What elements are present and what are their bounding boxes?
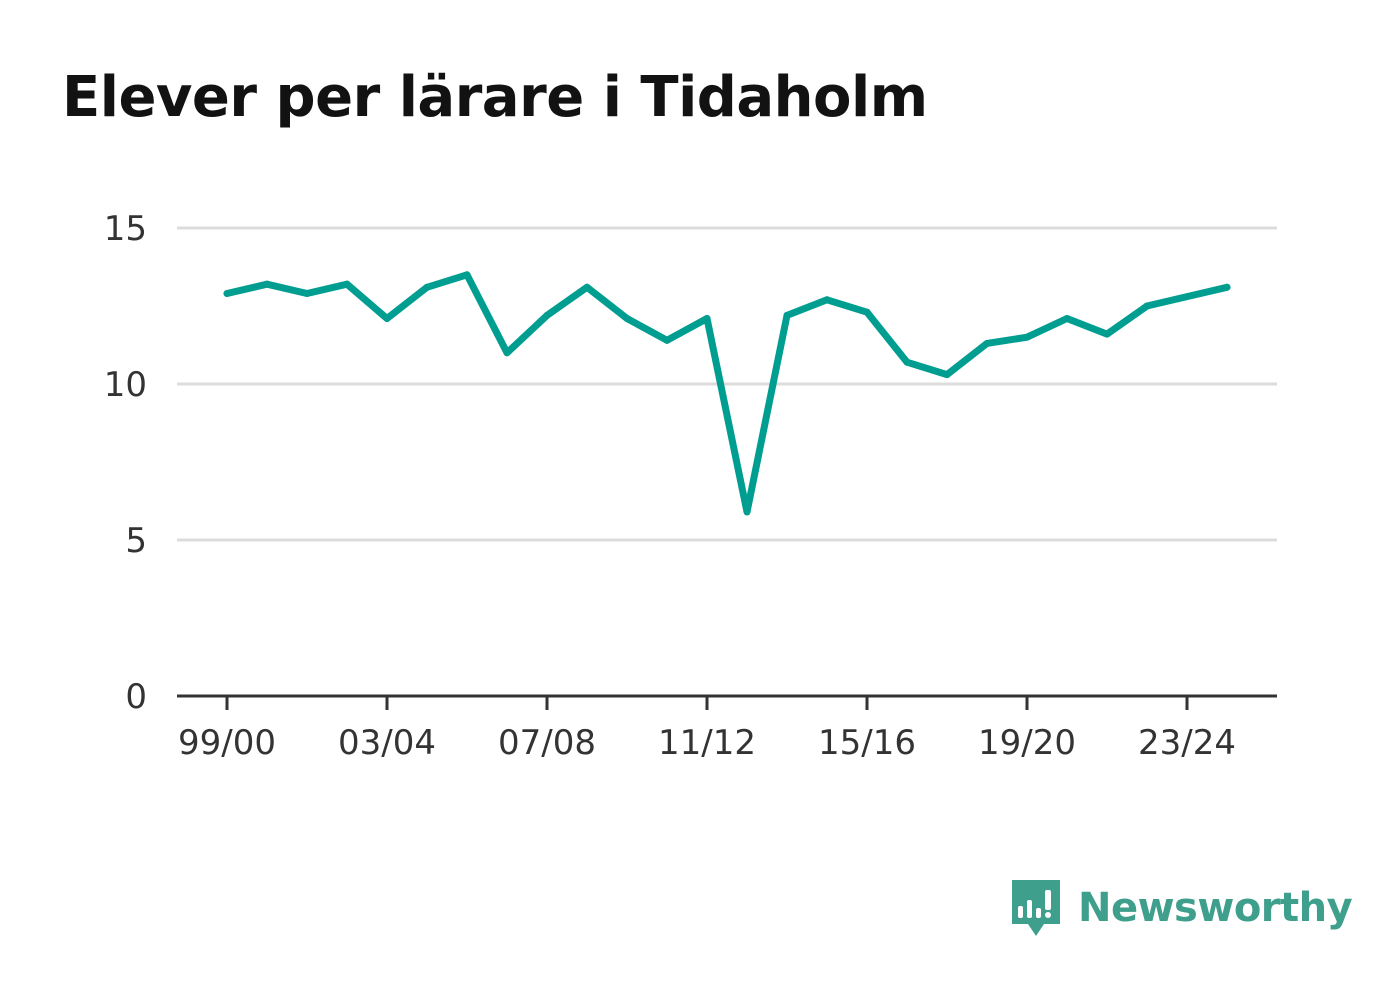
data-point-03-04 [383,314,391,322]
data-point-99-00 [223,290,231,298]
x-tick-label-23-24: 23/24 [1138,723,1236,763]
data-point-20-21 [1063,314,1071,322]
data-point-21-22 [1103,330,1111,338]
y-tick-label-0: 0 [125,677,147,717]
x-tick-label-11-12: 11/12 [658,723,756,763]
chart-title: Elever per lärare i Tidaholm [62,65,928,130]
x-axis-labels: 99/00 03/04 07/08 11/12 15/16 19/20 23/24 [178,723,1236,763]
newsworthy-logo-icon [1012,880,1060,936]
data-point-14-15 [823,296,831,304]
x-axis [177,694,1277,710]
data-point-23-24 [1183,293,1191,301]
data-point-07-08 [543,311,551,319]
data-point-04-05 [423,283,431,291]
series-layer [223,271,1231,516]
data-point-18-19 [983,339,991,347]
data-point-08-09 [583,283,591,291]
x-tick-label-15-16: 15/16 [818,723,916,763]
data-point-17-18 [943,371,951,379]
data-point-11-12 [703,314,711,322]
data-point-00-01 [263,280,271,288]
data-point-12-13 [743,508,751,516]
y-axis-labels: 0 5 10 15 [104,209,147,717]
data-point-01-02 [303,290,311,298]
data-point-15-16 [863,308,871,316]
newsworthy-brand: Newsworthy [1010,876,1353,940]
brand-name: Newsworthy [1078,885,1353,931]
series-line-0 [223,271,1231,516]
data-point-13-14 [783,311,791,319]
grid-lines [177,226,1277,542]
x-tick-label-99-00: 99/00 [178,723,276,763]
data-point-02-03 [343,280,351,288]
data-point-09-10 [623,314,631,322]
data-point-05-06 [463,271,471,279]
y-tick-label-5: 5 [125,521,147,561]
y-tick-label-15: 15 [104,209,147,249]
data-point-10-11 [663,336,671,344]
x-tick-label-03-04: 03/04 [338,723,436,763]
data-point-16-17 [903,358,911,366]
data-point-24-25 [1223,283,1231,291]
x-tick-label-19-20: 19/20 [978,723,1076,763]
y-tick-label-10: 10 [104,365,147,405]
data-point-06-07 [503,349,511,357]
x-tick-label-07-08: 07/08 [498,723,596,763]
data-point-19-20 [1023,333,1031,341]
data-point-22-23 [1143,302,1151,310]
